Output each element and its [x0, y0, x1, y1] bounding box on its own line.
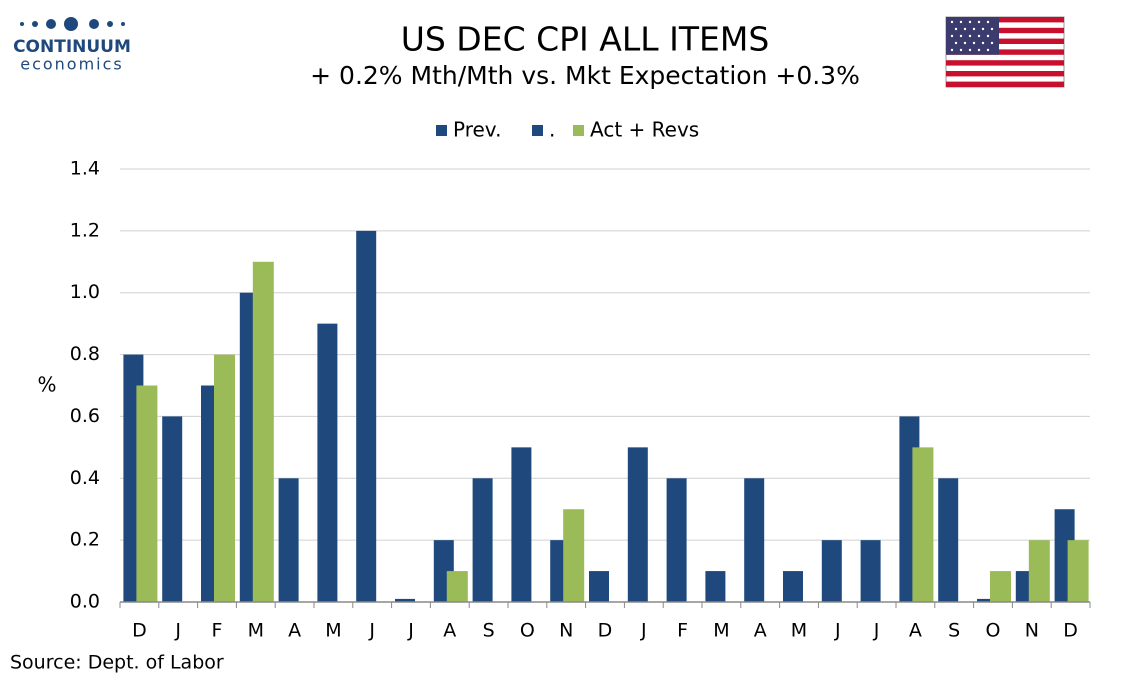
x-tick-label: S	[483, 620, 495, 642]
legend-swatch	[532, 125, 543, 136]
bar	[589, 571, 609, 602]
chart-subtitle: + 0.2% Mth/Mth vs. Mkt Expectation +0.3%	[310, 61, 860, 90]
bar	[821, 540, 842, 602]
x-tick-label: A	[443, 620, 456, 642]
x-tick-label: D	[1063, 620, 1078, 642]
x-tick-label: J	[640, 620, 647, 642]
flag	[945, 16, 1065, 88]
bar	[666, 478, 687, 602]
x-tick-label: D	[598, 620, 613, 642]
bar	[912, 447, 934, 602]
x-tick-label: M	[791, 620, 807, 642]
logo: CONTINUUM economics	[13, 17, 131, 74]
bar	[744, 478, 765, 602]
x-tick-label: N	[559, 620, 573, 642]
logo-tagline: economics	[20, 55, 124, 74]
legend-label: Prev.	[453, 118, 501, 142]
bar	[136, 385, 158, 602]
x-tick-label: M	[248, 620, 264, 642]
bar	[511, 447, 532, 602]
bar	[162, 416, 183, 602]
x-tick-label: F	[212, 620, 223, 642]
y-tick-label: 1.4	[70, 158, 100, 180]
bar	[977, 598, 997, 602]
x-tick-label: O	[986, 620, 1001, 642]
x-tick-label: J	[407, 620, 414, 642]
bar	[252, 261, 274, 602]
bar	[938, 478, 959, 602]
y-axis-label: %	[37, 373, 56, 397]
x-tick-label: A	[909, 620, 922, 642]
bar	[860, 540, 881, 602]
x-tick-label: O	[520, 620, 535, 642]
x-tick-label: J	[174, 620, 181, 642]
x-tick-label: N	[1025, 620, 1039, 642]
x-tick-label: F	[677, 620, 688, 642]
y-tick-label: 0.4	[70, 467, 100, 489]
x-tick-label: J	[834, 620, 841, 642]
y-tick-label: 0.0	[70, 591, 100, 613]
bar	[1028, 540, 1050, 602]
y-tick-label: 1.2	[70, 219, 100, 241]
legend-label: Act + Revs	[590, 118, 699, 142]
x-tick-label: D	[132, 620, 147, 642]
source-note: Source: Dept. of Labor	[10, 652, 224, 674]
x-tick-label: M	[713, 620, 729, 642]
bar	[627, 447, 648, 602]
bar	[446, 571, 468, 602]
bar	[472, 478, 493, 602]
x-tick-label: M	[325, 620, 341, 642]
bar	[990, 571, 1011, 602]
bar	[395, 598, 415, 602]
bar	[563, 509, 585, 602]
y-tick-label: 0.8	[70, 343, 100, 365]
bar	[317, 323, 338, 602]
legend-label: .	[549, 118, 555, 142]
y-tick-label: 0.2	[70, 529, 100, 551]
chart-title: US DEC CPI ALL ITEMS	[401, 20, 770, 59]
legend-swatch	[436, 125, 447, 136]
bar	[278, 478, 299, 602]
bar	[783, 571, 803, 602]
y-tick-label: 1.0	[70, 281, 100, 303]
x-tick-label: A	[754, 620, 767, 642]
logo-name: CONTINUUM	[13, 37, 131, 57]
bar	[705, 571, 726, 602]
bar	[214, 354, 235, 602]
x-tick-label: A	[288, 620, 301, 642]
x-tick-label: J	[368, 620, 375, 642]
bar	[1067, 540, 1089, 602]
x-tick-label: S	[948, 620, 960, 642]
x-tick-label: J	[873, 620, 880, 642]
legend-swatch	[573, 125, 584, 136]
bar	[356, 230, 377, 602]
y-tick-label: 0.6	[70, 405, 100, 427]
